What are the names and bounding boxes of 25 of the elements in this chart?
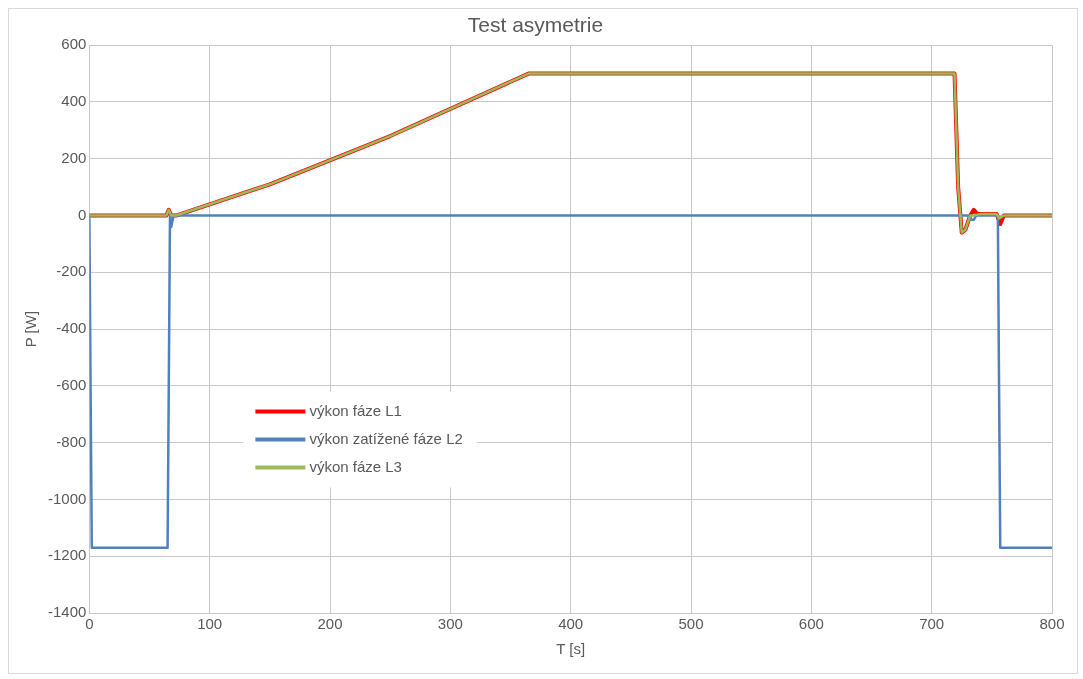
y-tick-label: -400	[56, 319, 87, 337]
x-tick-label: 200	[317, 615, 343, 633]
x-tick-label: 300	[437, 615, 463, 633]
y-tick-label: -600	[56, 376, 87, 394]
y-tick-label: -1200	[47, 546, 87, 564]
legend-label: výkon fáze L1	[309, 401, 402, 419]
x-tick-label: 500	[678, 615, 704, 633]
y-tick-label: -1000	[47, 489, 87, 507]
y-tick-label: 200	[61, 148, 87, 166]
y-tick-label: -800	[56, 432, 87, 450]
chart-title: Test asymetrie	[467, 13, 604, 37]
y-tick-label: -1400	[47, 603, 87, 621]
x-tick-label: 800	[1039, 615, 1065, 633]
x-tick-label: 100	[197, 615, 223, 633]
legend-label: výkon fáze L3	[309, 457, 402, 475]
x-tick-label: 400	[558, 615, 584, 633]
y-tick-label: -200	[56, 262, 87, 280]
legend-label: výkon zatížené fáze L2	[309, 429, 463, 447]
x-axis-title: T [s]	[556, 640, 586, 658]
y-tick-label: 400	[61, 92, 87, 110]
y-tick-label: 600	[61, 35, 87, 53]
x-tick-label: 600	[798, 615, 824, 633]
y-axis-title: P [W]	[22, 310, 40, 348]
x-tick-label: 700	[919, 615, 945, 633]
y-tick-label: 0	[78, 205, 87, 223]
